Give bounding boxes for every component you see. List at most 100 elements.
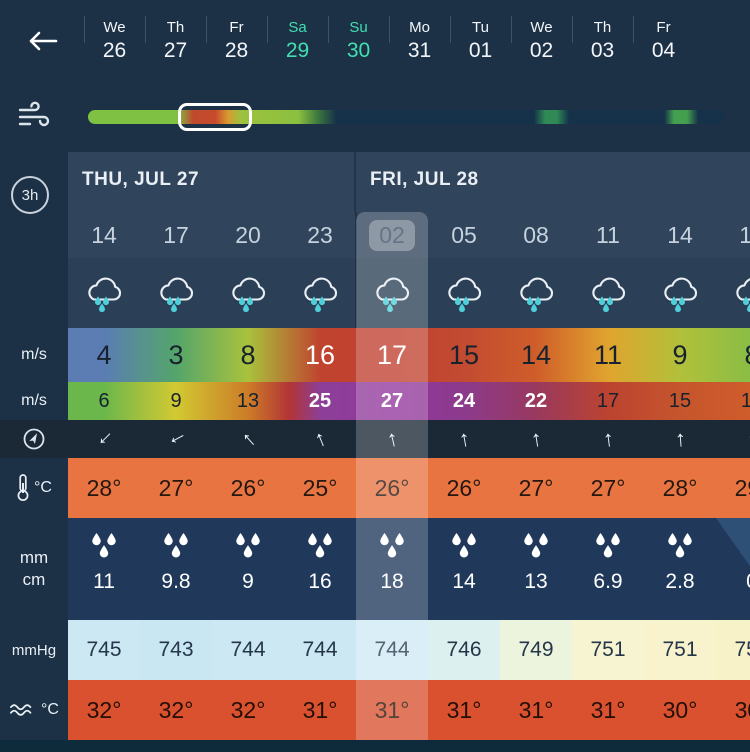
cloud-rain-icon (304, 277, 338, 313)
water-temp-cell: 30° (734, 696, 750, 723)
water-temp-cell: 30° (662, 696, 698, 723)
forecast-column-14[interactable]: 14 4 6 ↑ 28° 11 745 32° (68, 212, 140, 740)
wind-gust-cell: 25 (308, 389, 332, 412)
wind-speed-cell: 9 (672, 339, 688, 370)
water-temp-label: °C (0, 680, 68, 740)
wind-speed-cell: 15 (448, 339, 480, 370)
forecast-column-02[interactable]: 02 17 27 ↑ 26° 18 744 31° (356, 212, 428, 740)
forecast-column-05[interactable]: 05 15 24 ↑ 26° 14 746 31° (428, 212, 500, 740)
cloud-rain-icon (232, 277, 266, 313)
wind-gust-icon (16, 98, 58, 137)
wind-direction-cell: ↑ (716, 420, 750, 458)
day-tab-th-27[interactable]: Th 27 (145, 0, 206, 82)
day-tab-we-02[interactable]: We 02 (511, 0, 572, 82)
forecast-table: 3h THU, JUL 27 FRI, JUL 28 m/s m/s (0, 152, 750, 740)
water-temp-rowband (68, 680, 750, 740)
air-temp-cell: 26° (230, 474, 266, 501)
pressure-cell: 751 (572, 620, 644, 680)
weather-icon-cell (428, 258, 500, 328)
raindrops-icon (596, 533, 620, 558)
pressure-cell: 745 (68, 620, 140, 680)
forecast-column-20[interactable]: 20 8 13 ↑ 26° 9 744 32° (212, 212, 284, 740)
day-date: 31 (407, 38, 432, 62)
day-name: Su (349, 19, 368, 37)
wind-speed-cell: 8 (240, 339, 256, 370)
precipitation-value: 18 (380, 570, 404, 593)
pressure-cell: 751 (644, 620, 716, 680)
day-name: We (530, 19, 553, 37)
pressure-cell: 744 (284, 620, 356, 680)
topbar: We 26 Th 27 Fr 28 Sa 29 Su 30 Mo 31 Tu 01 We 02 Th 03 Fr 04 (0, 0, 750, 82)
precipitation-cell: 9.8 (140, 518, 212, 620)
precipitation-value: 14 (452, 570, 476, 593)
pressure-cell: 744 (356, 620, 428, 680)
cloud-rain-icon (736, 278, 750, 313)
forecast-column-08[interactable]: 08 14 22 ↑ 27° 13 749 31° (500, 212, 572, 740)
wind-speed-cell: 8 (716, 328, 750, 382)
day-name: We (103, 19, 126, 37)
wind-gust-cell: 15 (668, 389, 692, 412)
wind-gust-cell: 14 (740, 389, 750, 412)
forecast-overview-bar[interactable] (88, 103, 725, 131)
raindrops-icon (92, 533, 116, 558)
time-cell: 14 (68, 212, 140, 258)
forecast-column-11[interactable]: 11 11 17 ↑ 27° 6.9 751 31° (572, 212, 644, 740)
arrow-left-icon (29, 31, 58, 51)
time-cell: 20 (212, 212, 284, 258)
day-tab-fr-28[interactable]: Fr 28 (206, 0, 267, 82)
forecast-column-17[interactable]: 17 8 14 ↑ 29° 0 751 30° (716, 212, 750, 740)
forecast-column-17[interactable]: 17 3 9 ↑ 27° 9.8 743 32° (140, 212, 212, 740)
wind-speed-cell: 16 (304, 339, 336, 370)
wind-gust-cell: 22 (524, 389, 548, 412)
air-temp-cell: 26° (446, 474, 482, 501)
wind-direction-arrow: ↑ (161, 428, 190, 450)
day-name: Fr (229, 19, 244, 37)
pressure-cell: 744 (212, 620, 284, 680)
wind-direction-arrow: ↑ (383, 425, 401, 452)
forecast-column-14[interactable]: 14 9 15 ↑ 28° 2.8 751 30° (644, 212, 716, 740)
water-temp-cell: 31° (374, 696, 410, 723)
wind-speed-colorbar (68, 328, 750, 382)
air-temp-cell: 28° (662, 474, 698, 501)
day-tab-fr-04[interactable]: Fr 04 (633, 0, 694, 82)
water-temp-unit: °C (41, 701, 59, 718)
day-group-header: THU, JUL 27 FRI, JUL 28 (0, 152, 750, 212)
precipitation-cell: 0 (716, 518, 750, 620)
wind-direction-cell: ↑ (284, 420, 356, 458)
day-name: Fr (656, 19, 671, 37)
day-name: Th (166, 19, 185, 37)
day-tab-su-30[interactable]: Su 30 (328, 0, 389, 82)
precipitation-value: 9 (242, 570, 254, 593)
wind-speed-cell: 4 (96, 339, 112, 370)
wind-speed-cell: 17 (376, 339, 408, 370)
day-group-divider (355, 212, 357, 328)
back-button[interactable] (0, 0, 84, 82)
wind-direction-cell: ↑ (212, 420, 284, 458)
interval-badge[interactable]: 3h (11, 176, 49, 214)
pressure-cell: 751 (716, 620, 750, 680)
wind-direction-cell: ↑ (572, 420, 644, 458)
cloud-rain-icon (160, 277, 194, 313)
bottom-strip (0, 740, 750, 752)
day-tab-sa-29[interactable]: Sa 29 (267, 0, 328, 82)
day-tab-tu-01[interactable]: Tu 01 (450, 0, 511, 82)
water-temp-cell: 31° (446, 696, 482, 723)
timeline-selection[interactable] (178, 103, 252, 131)
day-date: 29 (285, 38, 310, 62)
day-tab-we-26[interactable]: We 26 (84, 0, 145, 82)
wind-direction-cell: ↑ (68, 420, 140, 458)
day-tab-mo-31[interactable]: Mo 31 (389, 0, 450, 82)
wind-speed-cell: 14 (520, 339, 552, 370)
wind-direction-arrow: ↑ (673, 425, 687, 452)
wind-speed-cell: 3 (168, 339, 184, 370)
day-name: Tu (472, 19, 489, 37)
precipitation-cell: 14 (428, 518, 500, 620)
cloud-rain-icon (88, 277, 122, 313)
precipitation-value: 11 (93, 570, 115, 593)
forecast-column-23[interactable]: 23 16 25 ↑ 25° 16 744 31° (284, 212, 356, 740)
precip-unit-cm: cm (22, 570, 46, 589)
timeline-row (0, 82, 750, 152)
day-tab-th-03[interactable]: Th 03 (572, 0, 633, 82)
air-temp-unit: °C (34, 479, 52, 496)
